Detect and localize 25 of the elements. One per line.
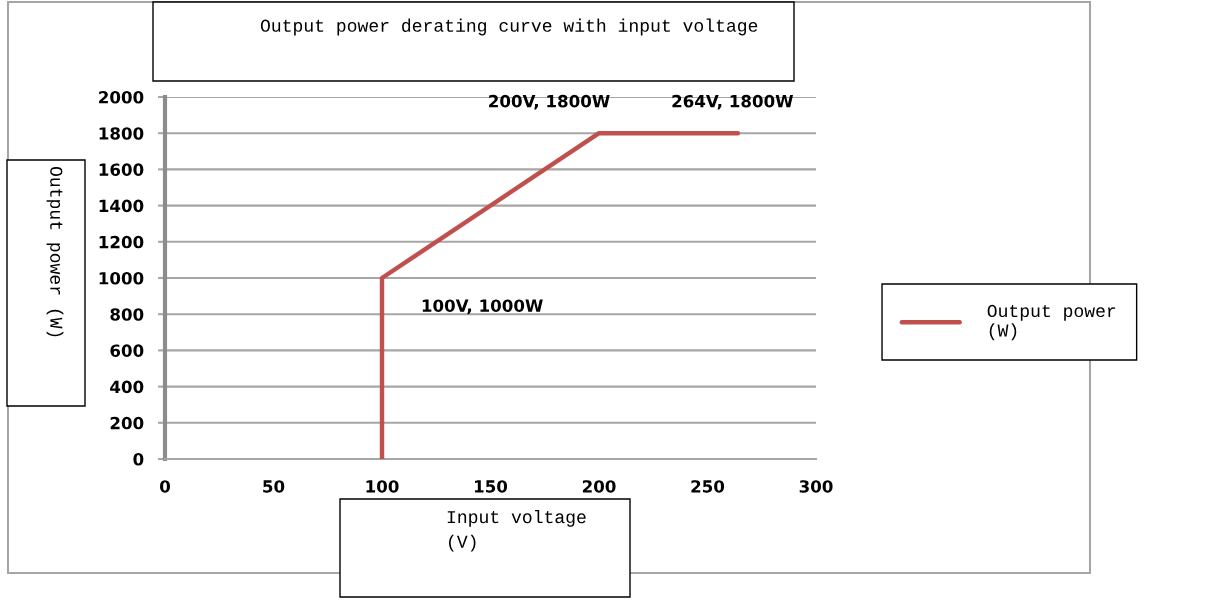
x-tick-label: 50 xyxy=(263,480,285,493)
y-tick-label: 2000 xyxy=(99,90,144,104)
legend-label: Output power (W) xyxy=(987,304,1116,341)
y-tick-label: 1200 xyxy=(99,235,144,249)
y-tick-label: 1800 xyxy=(99,127,144,140)
x-axis-title: Input voltage (V) xyxy=(447,510,586,552)
y-tick-label: 1000 xyxy=(99,271,144,285)
y-axis-title: Output power (W) xyxy=(46,166,64,337)
y-tick-label: 200 xyxy=(110,416,144,430)
y-tick-label: 600 xyxy=(110,344,144,357)
y-tick-label: 800 xyxy=(110,308,144,321)
x-tick-label: 300 xyxy=(799,480,833,493)
chart-title: Output power derating curve with input voltage xyxy=(260,18,758,36)
x-tick-label: 0 xyxy=(160,480,170,493)
y-tick-label: 1600 xyxy=(99,163,144,176)
annotation: 100V, 1000W xyxy=(422,299,543,315)
x-tick-label: 200 xyxy=(582,480,616,493)
x-tick-label: 100 xyxy=(366,480,399,493)
y-tick-label: 400 xyxy=(110,380,144,394)
y-tick-label: 0 xyxy=(133,452,144,466)
x-tick-label: 250 xyxy=(691,480,725,493)
annotation: 264V, 1800W xyxy=(672,94,794,110)
annotation: 200V, 1800W xyxy=(489,94,610,110)
y-tick-label: 1400 xyxy=(99,199,144,213)
x-tick-label: 150 xyxy=(474,480,508,493)
